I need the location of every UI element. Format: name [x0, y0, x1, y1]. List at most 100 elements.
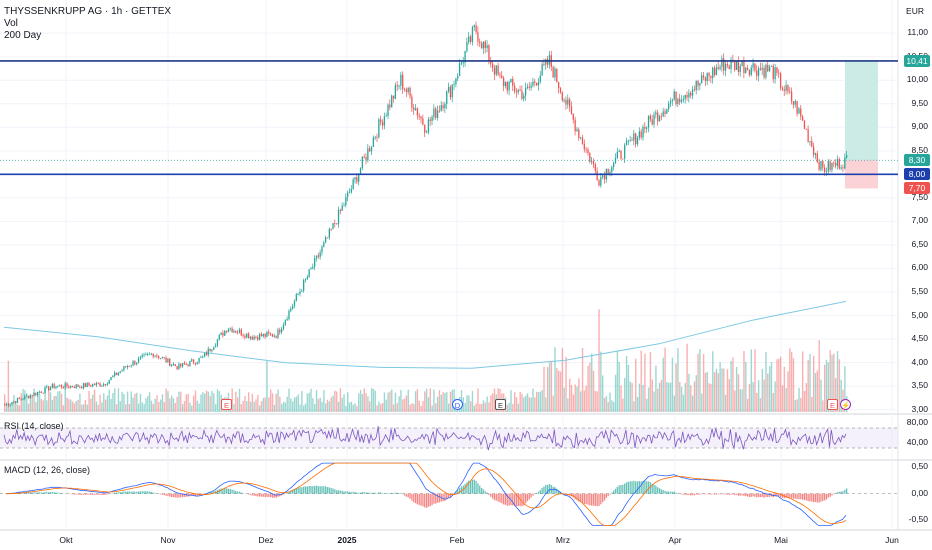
- candle-body: [535, 82, 538, 86]
- volume-bar: [402, 399, 404, 412]
- candle-body: [574, 119, 576, 132]
- volume-bar: [341, 397, 343, 412]
- macd-histogram-bar: [161, 493, 164, 495]
- macd-histogram-bar: [224, 488, 226, 494]
- candle-body: [106, 383, 109, 385]
- volume-bar: [233, 403, 235, 412]
- macd-histogram-bar: [442, 493, 444, 502]
- macd-histogram-bar: [745, 493, 747, 497]
- candle-body: [519, 89, 521, 91]
- macd-histogram-bar: [682, 493, 685, 495]
- candle-body: [391, 95, 393, 108]
- candle-body: [745, 67, 747, 74]
- volume-bar: [649, 352, 652, 412]
- candle-body: [723, 58, 725, 71]
- currency-label[interactable]: EUR: [906, 6, 924, 16]
- candle-body: [811, 140, 813, 147]
- macd-histogram-bar: [414, 493, 417, 504]
- volume-bar: [666, 382, 668, 412]
- candle-body: [260, 334, 263, 337]
- volume-bar: [535, 391, 538, 412]
- volume-bar: [433, 389, 435, 412]
- volume-bar: [143, 403, 145, 412]
- macd-histogram-bar: [332, 488, 334, 494]
- macd-histogram-bar: [167, 493, 169, 496]
- macd-histogram-bar: [486, 492, 488, 494]
- macd-histogram-bar: [121, 491, 123, 494]
- time-axis-label: Mrz: [555, 535, 571, 545]
- volume-legend[interactable]: Vol: [4, 18, 18, 29]
- macd-histogram-bar: [598, 493, 600, 506]
- volume-bar: [796, 399, 798, 412]
- macd-histogram-bar: [319, 486, 321, 494]
- candle-body: [416, 108, 419, 116]
- candle-body: [842, 167, 844, 169]
- volume-bar: [178, 391, 180, 412]
- candle-body: [767, 64, 769, 72]
- volume-bar: [677, 348, 679, 412]
- macd-histogram-bar: [616, 486, 618, 494]
- price-axis-label: 11,00: [907, 27, 928, 38]
- volume-bar: [86, 404, 88, 412]
- volume-bar: [517, 403, 520, 412]
- symbol-title[interactable]: THYSSENKRUPP AG · 1h · GETTEX: [4, 6, 172, 17]
- candle-body: [545, 59, 547, 65]
- macd-histogram-bar: [387, 492, 389, 494]
- volume-bar: [334, 390, 336, 412]
- macd-histogram-bar: [723, 493, 725, 495]
- volume-bar: [493, 388, 496, 412]
- volume-bar: [323, 390, 325, 412]
- macd-histogram-bar: [235, 490, 237, 494]
- volume-bar: [809, 353, 811, 412]
- dividend-marker[interactable]: D: [452, 399, 463, 410]
- volume-bar: [18, 405, 21, 412]
- volume-bar: [789, 348, 791, 412]
- macd-histogram-bar: [710, 493, 712, 495]
- macd-histogram-bar: [150, 491, 153, 494]
- macd-title[interactable]: MACD (12, 26, close): [4, 465, 91, 475]
- volume-bar: [715, 368, 718, 412]
- earnings-marker[interactable]: E: [827, 399, 838, 410]
- volume-bar: [431, 405, 433, 412]
- candle-body: [275, 335, 277, 338]
- candle-body: [103, 384, 105, 386]
- volume-bar: [84, 400, 87, 412]
- volume-bar: [93, 389, 96, 412]
- macd-histogram-bar: [807, 493, 809, 502]
- macd-histogram-bar: [625, 482, 628, 494]
- candle-body: [532, 81, 534, 86]
- candle-body: [167, 358, 169, 363]
- macd-histogram-bar: [288, 491, 290, 494]
- volume-bar: [48, 391, 50, 412]
- ma-legend[interactable]: 200 Day: [4, 30, 42, 41]
- macd-histogram-bar: [352, 491, 354, 494]
- candle-body: [446, 91, 448, 104]
- volume-bar: [642, 384, 644, 412]
- candle-body: [82, 383, 85, 389]
- candle-body: [235, 330, 237, 333]
- candle-body: [271, 333, 274, 337]
- candle-body: [420, 116, 422, 119]
- volume-bar: [833, 353, 835, 412]
- volume-bar: [732, 357, 734, 412]
- volume-bar: [699, 349, 701, 412]
- volume-bar: [748, 383, 751, 412]
- volume-bar: [550, 361, 553, 412]
- volume-bar: [198, 403, 200, 412]
- candle-body: [633, 133, 635, 141]
- volume-bar: [49, 392, 52, 412]
- candle-body: [290, 308, 292, 311]
- candle-body: [257, 336, 259, 340]
- earnings-marker[interactable]: E: [495, 399, 506, 410]
- macd-histogram-bar: [123, 491, 125, 494]
- macd-histogram-bar: [180, 493, 182, 498]
- earnings-marker[interactable]: E: [221, 399, 232, 410]
- candle-body: [71, 385, 74, 388]
- event-marker[interactable]: ⚡: [840, 399, 851, 410]
- candle-body: [231, 328, 233, 333]
- rsi-title[interactable]: RSI (14, close): [4, 421, 64, 431]
- volume-bar: [682, 394, 685, 412]
- volume-bar: [354, 403, 356, 412]
- candle-body: [438, 110, 441, 112]
